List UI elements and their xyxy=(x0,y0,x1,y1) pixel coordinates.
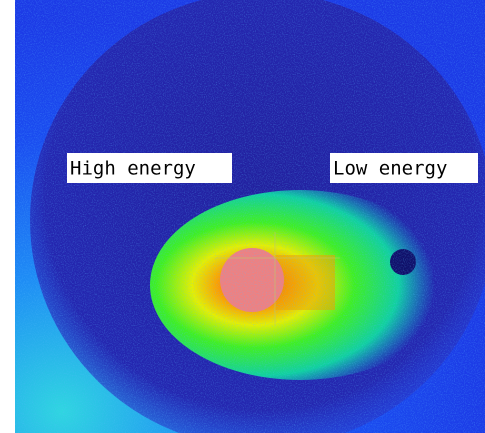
label-box xyxy=(330,153,478,183)
label-box xyxy=(67,153,232,183)
label: High energy xyxy=(70,158,196,180)
label: Low energy xyxy=(333,158,447,180)
noise xyxy=(15,0,485,433)
image-area xyxy=(15,0,485,433)
